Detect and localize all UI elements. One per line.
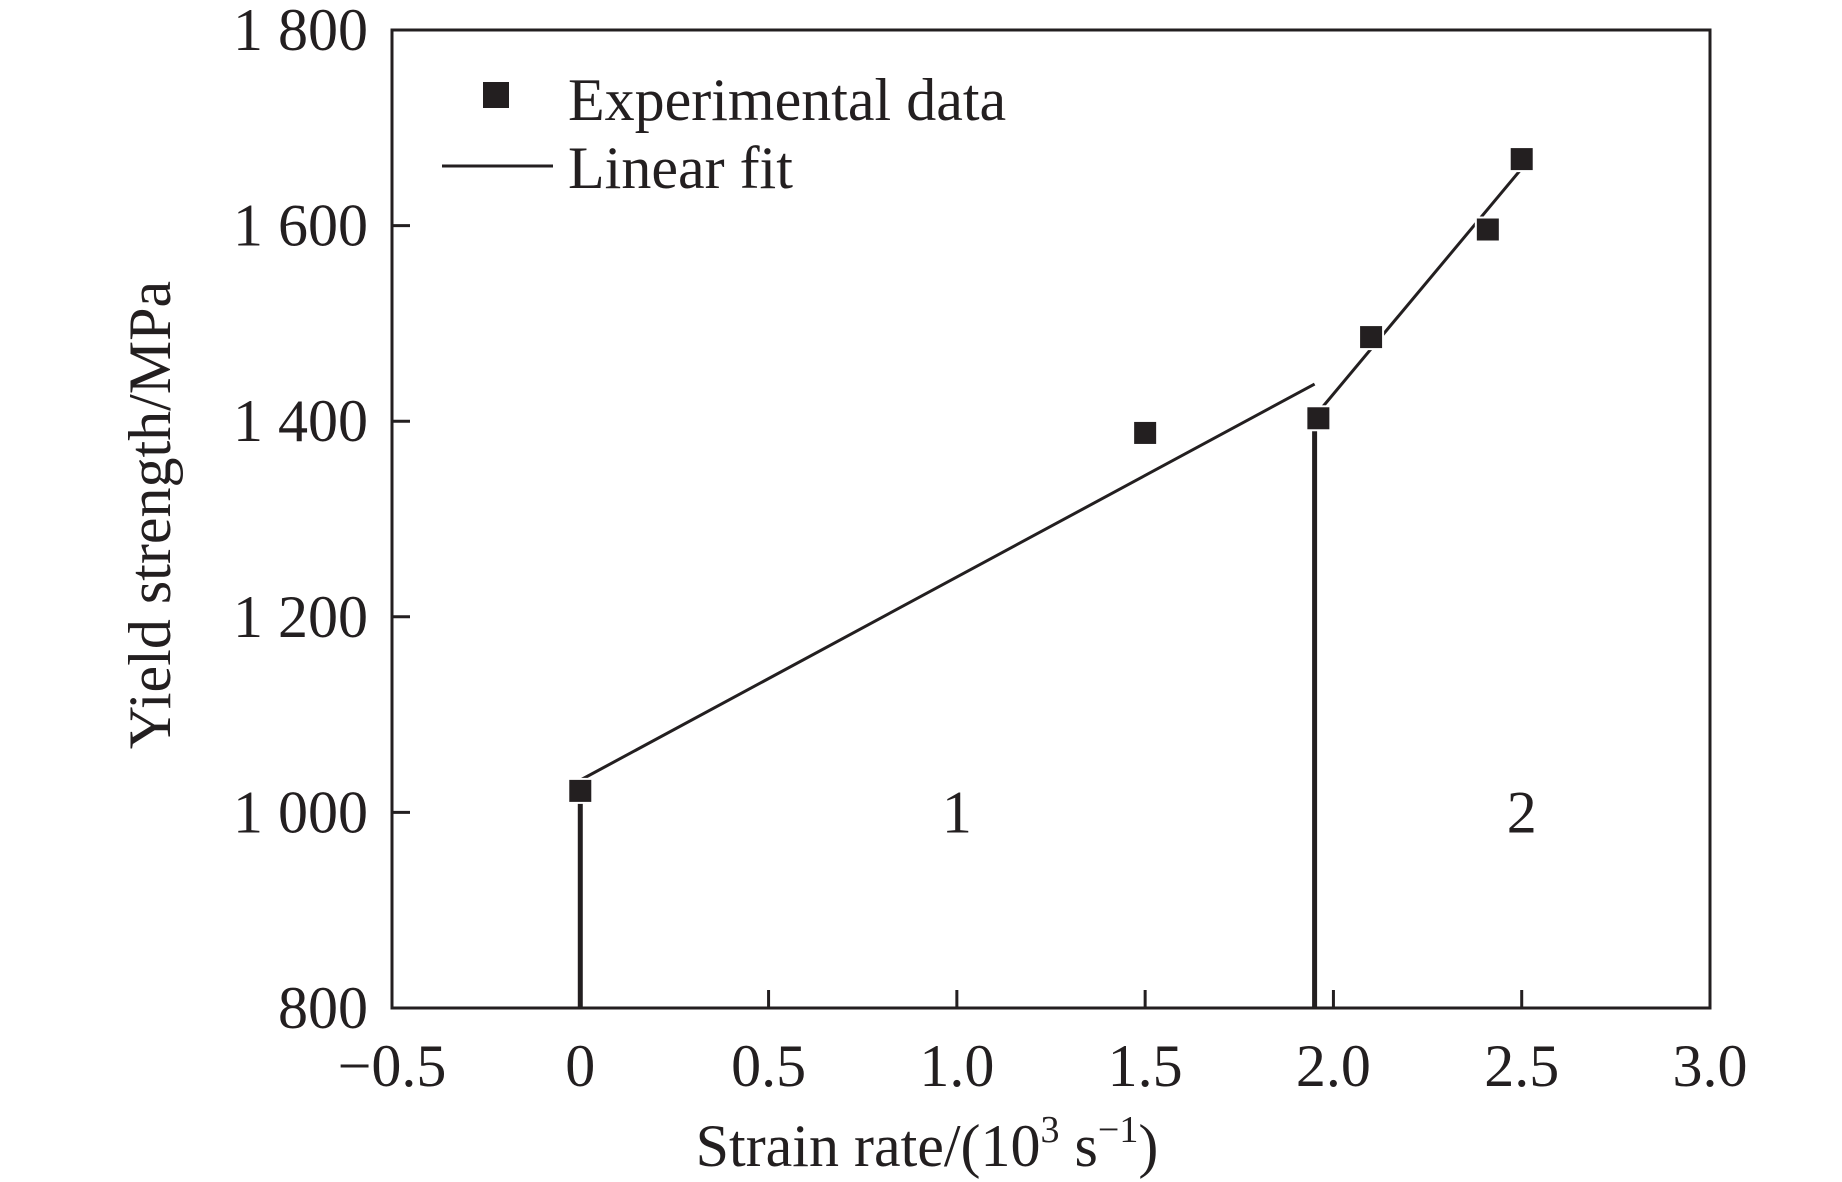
y-tick-label: 1 600 [233, 193, 368, 259]
x-tick-label: −0.5 [338, 1033, 447, 1099]
x-tick-label: 1.5 [1108, 1033, 1183, 1099]
data-point [1132, 419, 1159, 446]
region-label: 2 [1507, 779, 1537, 845]
plot-border [390, 28, 1712, 1010]
tick-labels: −0.5 0 0.5 1.0 1.5 2.0 2.5 3.0 800 1 000 1 200 1 40… [233, 0, 1748, 1099]
data-point [1358, 324, 1385, 351]
legend-label-linear-fit: Linear fit [568, 135, 793, 201]
legend-label-experimental: Experimental data [568, 67, 1006, 133]
legend: Experimental data Linear fit [442, 67, 1006, 201]
data-point [1305, 405, 1332, 432]
plot-frame [390, 28, 1712, 1010]
linear-fit-lines [579, 163, 1527, 782]
y-axis-title: Yield strength/MPa [117, 281, 183, 749]
x-tick-label: 3.0 [1673, 1033, 1748, 1099]
fit-line [1320, 163, 1527, 409]
region-boundaries [577, 418, 1318, 1008]
data-points [567, 146, 1535, 804]
data-point [567, 777, 594, 804]
y-tick-label: 1 200 [233, 584, 368, 650]
y-tick-label: 1 800 [233, 0, 368, 63]
y-tick-label: 800 [278, 975, 368, 1041]
axis-ticks [392, 224, 1524, 1008]
x-axis-title-suffix: ) [1138, 1113, 1158, 1179]
x-axis-title-prefix: Strain rate/(10 [696, 1113, 1041, 1179]
data-point [1474, 216, 1501, 243]
legend-marker-square [483, 82, 509, 108]
data-point [1508, 146, 1535, 173]
x-axis-title: Strain rate/(103 s−1) [696, 1109, 1159, 1179]
x-axis-title-exp1: 3 [1041, 1109, 1060, 1151]
y-tick-label: 1 400 [233, 388, 368, 454]
x-tick-label: 0.5 [731, 1033, 806, 1099]
x-tick-label: 0 [565, 1033, 595, 1099]
fit-line [579, 382, 1316, 782]
region-label: 1 [942, 779, 972, 845]
x-axis-title-exp2: −1 [1098, 1109, 1138, 1151]
x-tick-label: 2.5 [1484, 1033, 1559, 1099]
x-tick-label: 2.0 [1296, 1033, 1371, 1099]
x-axis-title-middle: s [1060, 1113, 1098, 1179]
y-tick-label: 1 000 [233, 779, 368, 845]
x-tick-label: 1.0 [919, 1033, 994, 1099]
